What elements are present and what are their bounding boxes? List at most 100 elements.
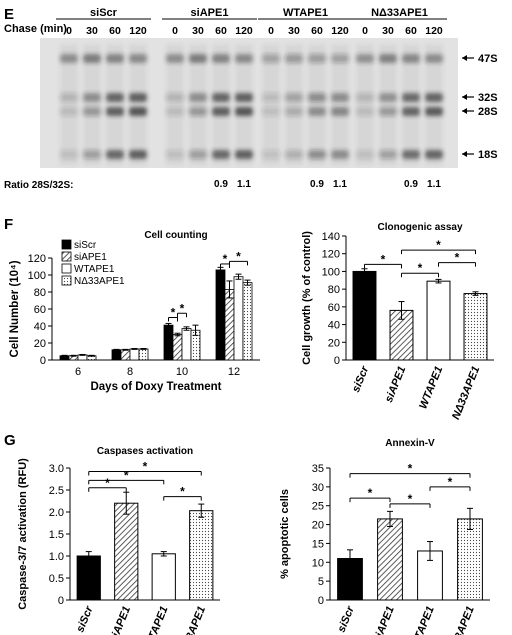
cell-counting-chart: Cell counting 0 20 40 60 80 100 120 6 8 10 12 Days o… [9,230,260,393]
y-tick-label: 60 [328,302,340,314]
ratio-value: 1.1 [427,179,441,190]
y-tick-label: 100 [28,270,46,282]
x-category-label: siAPE1 [383,365,408,405]
timepoint-label: 30 [86,25,98,37]
gel-lane-smear [308,44,326,166]
chart-title: Caspases activation [97,446,193,457]
gel-band-28S [60,107,78,116]
significance-star: * [124,468,129,482]
gel-band-32S [425,93,443,102]
ratio-values-svg: 0.9 1.1 0.9 1.1 0.9 1.1 [214,179,441,190]
gel-band-32S [166,93,184,102]
timepoint-label: 30 [288,25,300,37]
gel-band-28S [379,107,397,116]
ratio-value: 1.1 [333,179,347,190]
significance-star: * [448,475,453,489]
clonogenic-assay-chart: Clonogenic assay 0 20 40 60 80 100 120 140 siScr s… [301,222,494,422]
gel-lane-smear [189,44,207,166]
bar-WTAPE1 [151,553,176,601]
panel-e-letter: E [4,6,15,23]
gel-lane-smear [425,44,443,166]
significance-star: * [143,460,148,474]
legend-label: NΔ33APE1 [74,276,125,287]
gel-band-32S [402,93,420,102]
x-category-label: siAPE1 [108,605,133,635]
band-label: 47S [478,53,498,65]
x-category-label: NΔ33APE1 [445,605,477,635]
annexin-v-chart: Annexin-V 0 5 10 15 20 25 30 35 siScr siAPE1 WTAPE1… [279,438,490,635]
y-tick-label: 0 [318,595,324,607]
y-tick-label: 2.0 [49,507,64,519]
band-label: 18S [478,149,498,161]
gel-band-18S [60,150,78,159]
gel-lane-smear [212,44,230,166]
bar-siScr [163,324,174,361]
panel-g-letter: G [4,432,16,449]
gel-band-28S [402,107,420,116]
arrowhead-icon [462,55,467,61]
significance-star: * [368,486,373,500]
significance-star: * [455,251,460,265]
x-axis-label: Days of Doxy Treatment [90,381,221,393]
band-label: 28S [478,106,498,118]
significance-star: * [408,462,413,476]
significance-star: * [105,476,110,490]
y-tick-label: 3.0 [49,463,64,475]
timepoint-label: 60 [215,25,227,37]
gel-band-32S [262,93,280,102]
gel-band-28S [83,107,101,116]
group-header: NΔ33APE1 [371,7,428,19]
bar-siScr [352,270,377,361]
significance-star: * [236,249,241,263]
gel-band-47S [189,54,207,63]
gel-band-32S [331,93,349,102]
gel-band-18S [285,150,303,159]
legend-swatch [61,263,72,274]
bar-N33APE1 [189,510,214,601]
gel-band-28S [235,107,253,116]
gel-band-32S [129,93,147,102]
y-tick-label: 80 [34,287,46,299]
northern-blot-gel [40,38,458,168]
y-tick-label: 80 [328,284,340,296]
y-tick-label: 40 [34,321,46,333]
chart-title: Annexin-V [385,438,435,449]
y-tick-label: 0 [58,595,64,607]
y-tick-label: 60 [34,304,46,316]
bar-siAPE1 [224,289,235,361]
y-tick-label: 40 [328,320,340,332]
timepoint-label: 0 [268,25,274,37]
significance-star: * [180,301,185,315]
gel-band-28S [166,107,184,116]
legend-label: WTAPE1 [74,264,115,275]
ratio-value: 0.9 [404,179,418,190]
timepoint-label: 30 [192,25,204,37]
gel-band-47S [106,54,124,63]
chart-title: Cell counting [144,230,207,241]
arrowhead-icon [462,108,467,114]
y-tick-label: 35 [312,463,324,475]
x-category-label: NΔ33APE1 [450,365,482,422]
timepoint-label: 60 [311,25,323,37]
y-tick-label: 5 [318,576,324,588]
arrowhead-icon [462,94,467,100]
gel-band-32S [308,93,326,102]
y-tick-label: 10 [312,557,324,569]
band-label: 32S [478,92,498,104]
significance-star: * [180,485,185,499]
y-tick-label: 15 [312,538,324,550]
bar-WTAPE1 [181,328,192,361]
gel-bands-svg [60,44,443,166]
chase-label: Chase (min) [4,23,67,35]
ratio-value: 0.9 [214,179,228,190]
group-header: siScr [90,7,118,19]
bar-N33APE1 [138,348,149,361]
gel-band-32S [379,93,397,102]
gel-lane-smear [106,44,124,166]
arrowhead-icon [462,151,467,157]
gel-band-32S [60,93,78,102]
gel-lane-smear [331,44,349,166]
significance-star: * [418,261,423,275]
bar-N33APE1 [242,282,253,361]
gel-band-18S [331,150,349,159]
